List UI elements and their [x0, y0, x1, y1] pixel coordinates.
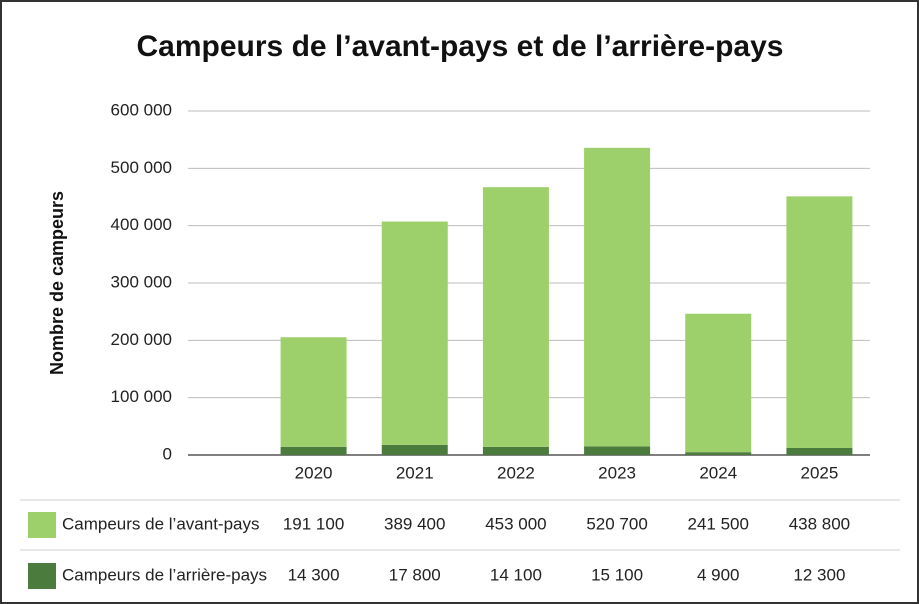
- table-value: 438 800: [789, 514, 850, 533]
- y-tick-label: 0: [163, 444, 172, 463]
- bar-segment: [584, 147, 651, 447]
- y-tick-label: 200 000: [111, 330, 172, 349]
- y-tick-label: 500 000: [111, 158, 172, 177]
- table-value: 520 700: [586, 514, 647, 533]
- table-value: 14 300: [288, 565, 340, 584]
- x-tick-label: 2025: [801, 463, 839, 482]
- chart-title: Campeurs de l’avant-pays et de l’arrière…: [137, 30, 784, 63]
- bar-segment: [381, 444, 448, 455]
- table-value: 12 300: [793, 565, 845, 584]
- x-tick-label: 2020: [295, 463, 333, 482]
- table-value: 389 400: [384, 514, 445, 533]
- bar-segment: [280, 337, 347, 447]
- bar-segment: [381, 221, 448, 445]
- y-axis-label: Nombre de campeurs: [47, 191, 67, 375]
- bar-segment: [482, 446, 549, 455]
- y-tick-label: 100 000: [111, 387, 172, 406]
- legend-swatch: [28, 512, 56, 538]
- bar-segment: [685, 313, 752, 453]
- legend-swatch: [28, 563, 56, 589]
- bar-segment: [685, 452, 752, 455]
- x-tick-label: 2021: [396, 463, 434, 482]
- bar-segment: [786, 196, 853, 448]
- table-value: 191 100: [283, 514, 344, 533]
- x-tick-label: 2023: [598, 463, 636, 482]
- y-tick-label: 300 000: [111, 272, 172, 291]
- table-value: 17 800: [389, 565, 441, 584]
- table-value: 4 900: [697, 565, 740, 584]
- legend-label: Campeurs de l’avant-pays: [62, 514, 259, 533]
- x-tick-label: 2022: [497, 463, 535, 482]
- bar-segment: [786, 447, 853, 455]
- bar-segment: [482, 187, 549, 447]
- legend-label: Campeurs de l’arrière-pays: [62, 565, 267, 584]
- y-tick-label: 600 000: [111, 100, 172, 119]
- y-tick-label: 400 000: [111, 215, 172, 234]
- x-tick-label: 2024: [699, 463, 737, 482]
- bar-segment: [280, 446, 347, 455]
- table-value: 14 100: [490, 565, 542, 584]
- table-value: 15 100: [591, 565, 643, 584]
- table-value: 241 500: [688, 514, 749, 533]
- table-value: 453 000: [485, 514, 546, 533]
- bar-segment: [584, 446, 651, 455]
